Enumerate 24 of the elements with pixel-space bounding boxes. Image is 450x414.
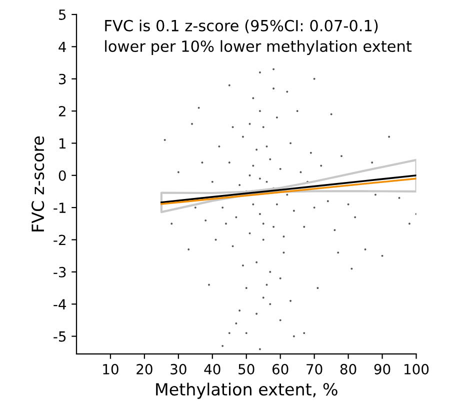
x-tick-label: 20 <box>136 364 152 374</box>
y-tick-label: 0 <box>58 170 66 181</box>
x-tick-label: 70 <box>306 364 322 374</box>
y-tick-label: 2 <box>58 106 66 116</box>
x-tick-label: 60 <box>272 364 288 374</box>
y-tick-label: 5 <box>59 10 66 20</box>
x-tick-label: 80 <box>340 364 356 374</box>
y-tick-label: -5 <box>54 331 66 342</box>
y-tick-label: -4 <box>54 299 66 310</box>
y-tick-label: -2 <box>54 234 66 246</box>
x-tick-label: 40 <box>204 364 220 374</box>
y-tick-label: -3 <box>54 266 66 278</box>
y-tick-label: 3 <box>59 74 66 84</box>
y-tick-label: -1 <box>54 202 66 213</box>
x-axis-title: Methylation extent, % <box>156 382 338 399</box>
x-tick-label: 100 <box>404 364 429 374</box>
x-tick-label: 10 <box>103 364 118 374</box>
x-tick-label: 30 <box>170 364 186 374</box>
annotation: FVC is 0.1 z-score (95%CI: 0.07-0.1) lower per 10% lower methylation extent <box>105 20 412 55</box>
x-tick-label: 50 <box>238 364 254 374</box>
x-tick-label: 90 <box>374 364 390 374</box>
y-tick-label: 1 <box>59 138 66 148</box>
y-axis-title: FVC z-score <box>32 136 44 232</box>
y-tick-label: 4 <box>58 42 66 52</box>
